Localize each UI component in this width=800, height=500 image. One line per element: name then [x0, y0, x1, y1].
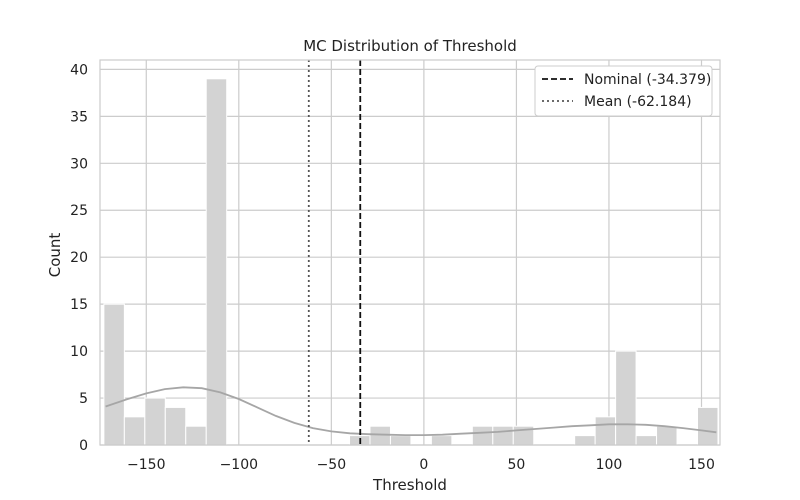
reference-lines-layer — [307, 60, 362, 445]
axes-frame — [99, 59, 721, 446]
histogram-bar — [389, 435, 412, 446]
y-tick-label: 35 — [70, 109, 88, 125]
legend-mean-label: Mean (-62.184) — [584, 94, 692, 110]
histogram-bar — [696, 406, 719, 446]
y-tick-label: 40 — [70, 62, 88, 78]
y-tick-label: 20 — [70, 250, 88, 266]
x-tick-label: −50 — [317, 457, 347, 473]
kde-curve — [105, 386, 717, 436]
y-tick-label: 25 — [70, 203, 88, 219]
y-tick-label: 10 — [70, 344, 88, 360]
histogram-bar — [574, 435, 596, 446]
histogram-bar — [164, 406, 187, 446]
histogram-bar — [430, 435, 453, 446]
histogram-bar — [144, 397, 166, 446]
x-tick-label: −150 — [127, 457, 165, 473]
y-tick-label: 5 — [79, 391, 88, 407]
histogram-bar — [103, 303, 125, 446]
chart-title: MC Distribution of Threshold — [303, 37, 517, 55]
bars-layer — [103, 78, 719, 446]
histogram-bar — [471, 425, 494, 446]
x-tick-label: −100 — [220, 457, 258, 473]
x-axis-label: Threshold — [372, 476, 447, 494]
histogram-bar — [185, 425, 207, 446]
plot-frame — [99, 59, 721, 446]
legend-nominal-label: Nominal (-34.379) — [584, 72, 711, 88]
y-axis-label: Count — [46, 233, 64, 278]
x-tick-label: 150 — [688, 457, 715, 473]
x-tick-label: 100 — [596, 457, 623, 473]
x-tick-label: 50 — [508, 457, 526, 473]
histogram-bar — [123, 416, 146, 446]
y-tick-label: 15 — [70, 297, 88, 313]
kde-layer — [105, 386, 717, 436]
grid-layer — [100, 60, 720, 446]
histogram-bar — [656, 425, 678, 446]
y-tick-label: 30 — [70, 156, 88, 172]
y-tick-label: 0 — [79, 438, 88, 454]
histogram-bar — [615, 350, 637, 446]
legend: Nominal (-34.379) Mean (-62.184) — [534, 65, 713, 117]
x-tick-label: 0 — [419, 457, 428, 473]
histogram-bar — [594, 416, 617, 446]
histogram-bar — [492, 425, 514, 446]
tick-labels-layer: −150 −100 −50 0 50 100 150 0 5 10 15 20 25 30 35 40 — [70, 62, 715, 473]
histogram-bar — [635, 435, 658, 446]
legend-box — [534, 65, 713, 117]
